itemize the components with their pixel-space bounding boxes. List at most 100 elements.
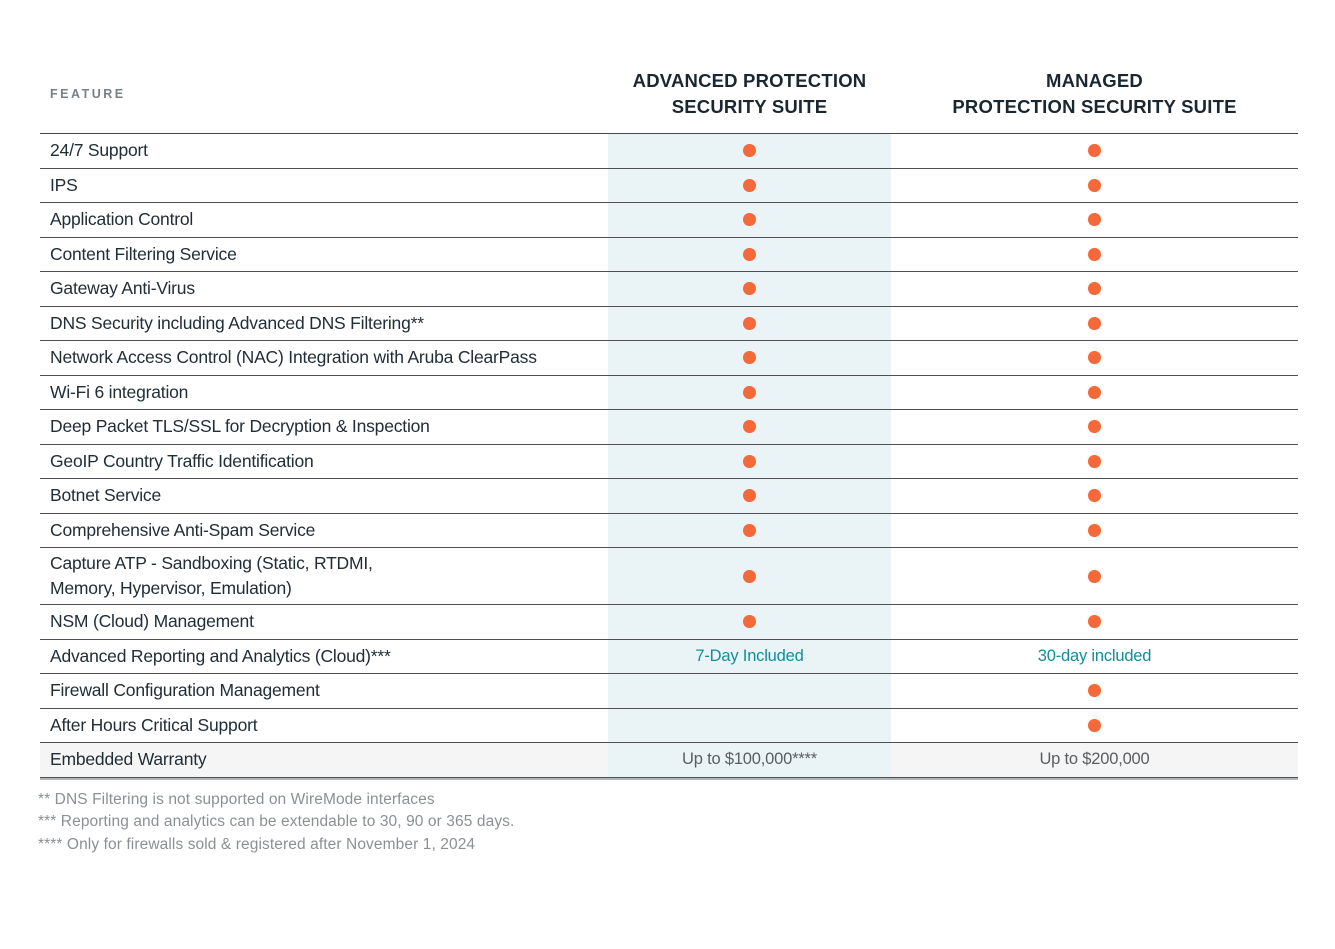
included-dot-icon [743,385,756,399]
advanced-suite-cell [608,513,891,547]
cell-value: 7-Day Included [695,646,804,665]
feature-label: After Hours Critical Support [50,714,258,735]
feature-label: IPS [50,174,78,195]
advanced-suite-cell: 7-Day Included [608,639,891,673]
table-row: DNS Security including Advanced DNS Filt… [40,306,1298,341]
table-row: Advanced Reporting and Analytics (Cloud)… [40,639,1298,674]
cell-value: Up to $200,000 [1039,750,1150,769]
managed-suite-cell [891,445,1298,479]
included-dot-icon [1088,718,1101,732]
managed-suite-cell [891,341,1298,375]
comparison-table: 24/7 Support IPS Application Control Con… [40,133,1298,780]
table-row: 24/7 Support [40,134,1298,169]
table-row: NSM (Cloud) Management [40,605,1298,640]
cell-value: Up to $100,000**** [682,750,817,769]
table-row: Application Control [40,203,1298,238]
table-row: Embedded Warranty Up to $100,000**** Up … [40,743,1298,778]
table-row: Network Access Control (NAC) Integration… [40,341,1298,376]
managed-suite-cell [891,514,1298,548]
feature-label: Embedded Warranty [50,749,207,770]
managed-suite-cell [891,548,1298,604]
advanced-suite-cell [608,605,891,639]
feature-label: Botnet Service [50,485,162,506]
advanced-suite-cell [608,272,891,306]
footnote: *** Reporting and analytics can be exten… [38,813,515,830]
feature-label: GeoIP Country Traffic Identification [50,450,314,471]
feature-label: DNS Security including Advanced DNS Filt… [50,312,424,333]
included-dot-icon [743,316,756,330]
included-dot-icon [1088,569,1101,583]
managed-suite-cell [891,479,1298,513]
cell-value: 30-day included [1037,646,1152,665]
included-dot-icon [1088,213,1101,227]
feature-label: 24/7 Support [50,140,148,161]
included-dot-icon [1088,144,1101,158]
table-row: Gateway Anti-Virus [40,272,1298,307]
managed-suite-cell [891,376,1298,410]
table-row: Deep Packet TLS/SSL for Decryption & Ins… [40,410,1298,445]
included-dot-icon [743,569,756,583]
feature-label: Wi-Fi 6 integration [50,381,189,402]
table-row: Botnet Service [40,479,1298,514]
feature-label: Content Filtering Service [50,243,237,264]
table-row: Comprehensive Anti-Spam Service [40,513,1298,548]
included-dot-icon [743,213,756,227]
included-dot-icon [1088,247,1101,261]
advanced-suite-cell [608,341,891,375]
included-dot-icon [743,247,756,261]
feature-column-header: FEATURE [50,87,126,101]
included-dot-icon [743,178,756,192]
advanced-suite-cell [608,674,891,708]
included-dot-icon [1088,316,1101,330]
included-dot-icon [743,351,756,365]
feature-label: NSM (Cloud) Management [50,611,254,632]
feature-label: Network Access Control (NAC) Integration… [50,347,537,368]
advanced-suite-cell [608,237,891,271]
feature-label: Capture ATP - Sandboxing (Static, RTDMI,… [50,553,373,598]
included-dot-icon [743,489,756,503]
feature-label: Gateway Anti-Virus [50,278,195,299]
feature-label: Advanced Reporting and Analytics (Cloud)… [50,645,391,666]
managed-suite-cell [891,238,1298,272]
advanced-suite-cell [608,479,891,513]
managed-suite-cell: 30-day included [891,640,1298,674]
included-dot-icon [1088,178,1101,192]
managed-suite-cell [891,134,1298,168]
table-row: Capture ATP - Sandboxing (Static, RTDMI,… [40,548,1298,605]
footnote: **** Only for firewalls sold & registere… [38,835,476,853]
included-dot-icon [1088,615,1101,629]
advanced-suite-cell [608,410,891,444]
footnote: ** DNS Filtering is not supported on Wir… [38,790,435,808]
included-dot-icon [1088,489,1101,503]
included-dot-icon [743,615,756,629]
feature-label: Application Control [50,209,194,230]
advanced-suite-cell [608,134,891,168]
advanced-suite-cell: Up to $100,000**** [608,743,891,777]
managed-suite-cell: Up to $200,000 [891,743,1298,777]
advanced-suite-cell [608,548,891,604]
managed-suite-cell [891,272,1298,306]
managed-suite-cell [891,709,1298,743]
included-dot-icon [1088,523,1101,537]
table-row: GeoIP Country Traffic Identification [40,444,1298,479]
feature-label: Comprehensive Anti-Spam Service [50,519,316,540]
table-row: IPS [40,168,1298,203]
feature-label: Deep Packet TLS/SSL for Decryption & Ins… [50,416,430,437]
table-row: Content Filtering Service [40,237,1298,272]
advanced-suite-cell [608,444,891,478]
advanced-suite-cell [608,375,891,409]
advanced-suite-column-header: ADVANCED PROTECTION SECURITY SUITE [632,70,867,117]
included-dot-icon [1088,385,1101,399]
advanced-suite-cell [608,708,891,742]
included-dot-icon [743,523,756,537]
managed-suite-column-header: MANAGED PROTECTION SECURITY SUITE [952,70,1237,117]
included-dot-icon [743,144,756,158]
feature-label: Firewall Configuration Management [50,680,320,701]
managed-suite-cell [891,203,1298,237]
advanced-suite-cell [608,168,891,202]
feature-comparison-page: FEATURE ADVANCED PROTECTION SECURITY SUI… [0,55,1335,949]
included-dot-icon [1088,684,1101,698]
managed-suite-cell [891,169,1298,203]
table-row: After Hours Critical Support [40,708,1298,743]
advanced-suite-cell [608,306,891,340]
